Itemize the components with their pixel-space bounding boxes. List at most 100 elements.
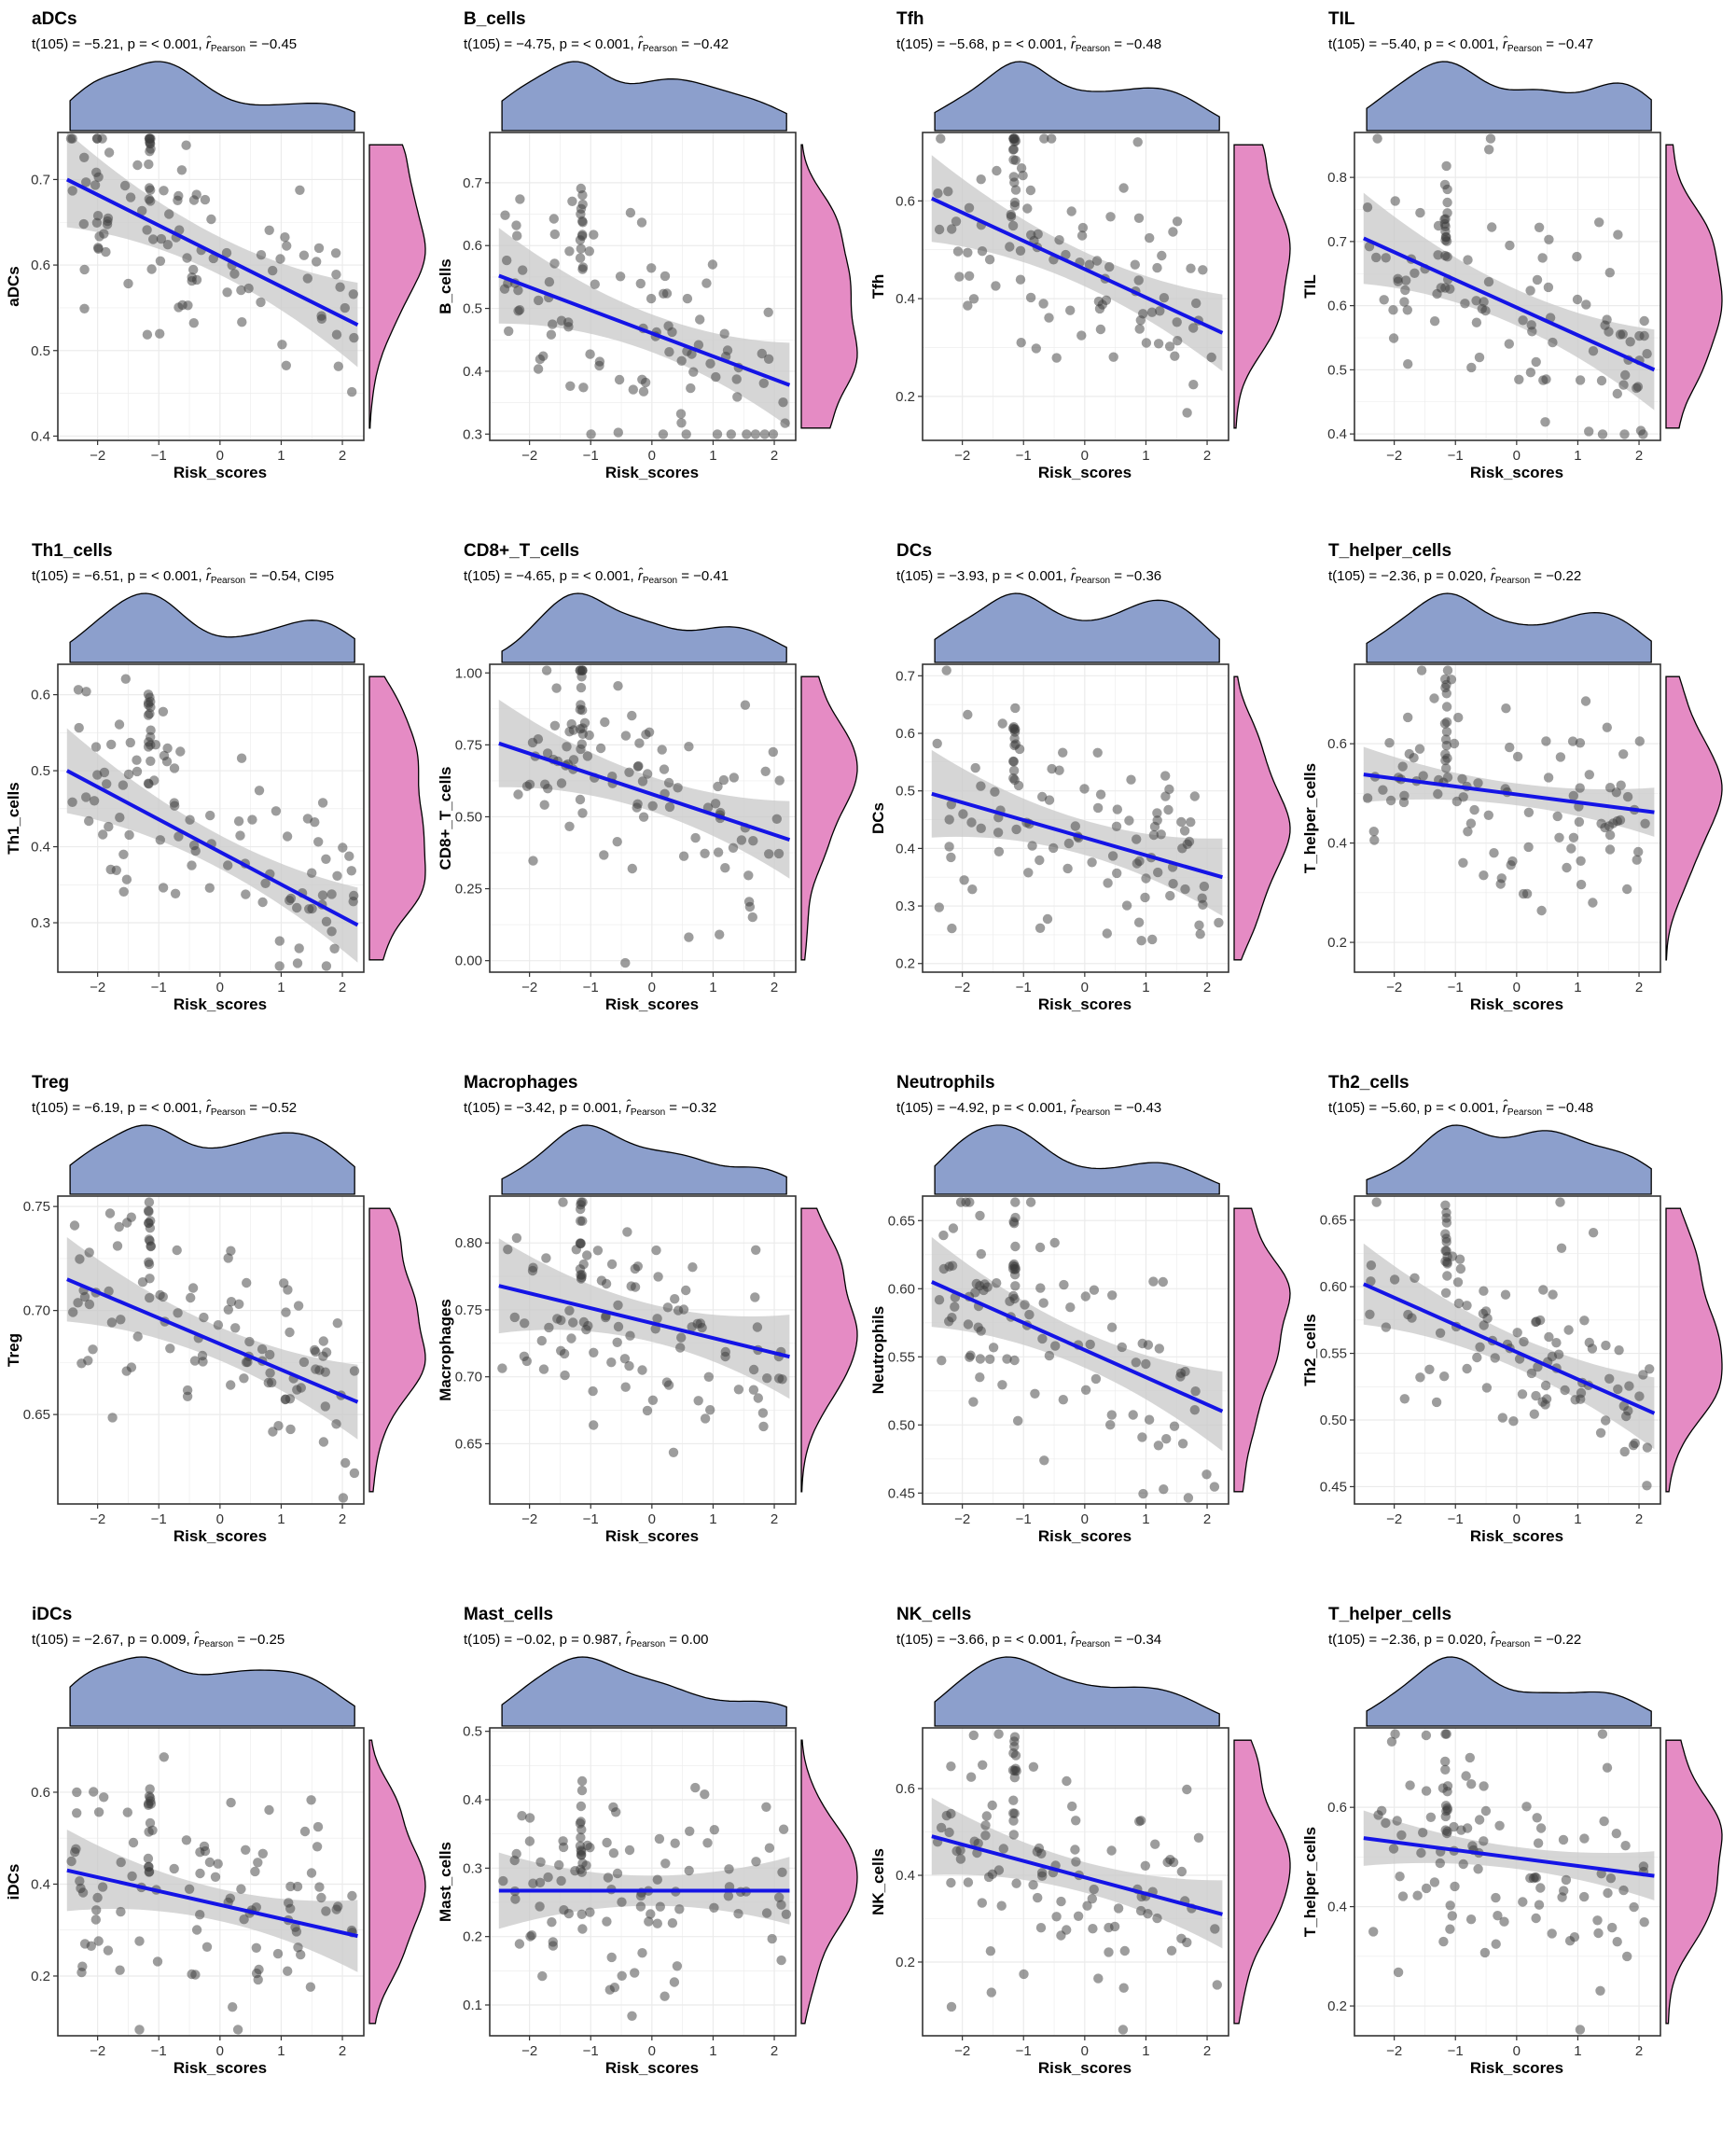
- top-density: [501, 1656, 787, 1727]
- data-point: [625, 1330, 635, 1341]
- data-point: [1126, 774, 1136, 785]
- y-tick-label: 0.6: [31, 1785, 50, 1801]
- data-point: [1458, 857, 1468, 868]
- data-point: [751, 1857, 761, 1867]
- data-point: [1168, 1857, 1179, 1868]
- top-density: [69, 1656, 355, 1727]
- data-point: [99, 1792, 109, 1803]
- data-point: [687, 1262, 698, 1273]
- data-point: [672, 1961, 683, 1971]
- data-point: [937, 1356, 947, 1366]
- data-point: [1006, 212, 1017, 222]
- stat-p: p = < 0.001,: [993, 1632, 1071, 1648]
- data-point: [690, 832, 701, 843]
- data-point: [275, 254, 285, 264]
- data-point: [199, 1312, 209, 1323]
- right-density: [800, 1207, 858, 1493]
- data-point: [83, 1356, 93, 1366]
- data-point: [221, 247, 232, 258]
- data-point: [1441, 1729, 1451, 1739]
- x-tick-label: 2: [1635, 448, 1643, 464]
- data-point: [317, 890, 328, 900]
- data-point: [115, 813, 125, 823]
- data-point: [990, 787, 1000, 797]
- stat-r-label: r̂: [626, 1631, 632, 1648]
- data-point: [980, 1831, 991, 1841]
- data-point: [1399, 1394, 1410, 1404]
- data-point: [731, 374, 742, 384]
- data-point: [568, 755, 579, 765]
- data-point: [1580, 696, 1591, 706]
- data-point: [1536, 905, 1547, 916]
- data-point: [976, 781, 986, 791]
- data-point: [998, 1844, 1009, 1854]
- y-tick-label: 0.75: [455, 737, 482, 753]
- data-point: [1145, 232, 1155, 244]
- data-point: [132, 160, 143, 171]
- data-point: [223, 860, 233, 870]
- data-point: [1612, 388, 1623, 399]
- top-density: [69, 1124, 355, 1195]
- data-point: [281, 360, 291, 370]
- data-point: [1544, 234, 1554, 244]
- data-point: [114, 719, 125, 730]
- data-point: [705, 1405, 715, 1415]
- data-point: [1008, 765, 1020, 776]
- data-point: [1168, 879, 1178, 889]
- regression-line: [65, 177, 359, 327]
- data-point: [1388, 305, 1398, 315]
- data-point: [118, 849, 129, 859]
- data-point: [314, 1882, 325, 1892]
- data-point: [1604, 829, 1616, 841]
- data-point: [654, 1833, 665, 1845]
- right-density: [800, 144, 858, 429]
- data-point: [1209, 1482, 1220, 1492]
- data-point: [1065, 305, 1076, 315]
- data-point: [497, 1363, 507, 1373]
- data-point: [293, 1301, 304, 1311]
- confidence-band: [66, 1237, 358, 1440]
- data-point: [230, 1323, 241, 1333]
- data-point: [560, 1370, 570, 1381]
- stat-r-val: = −0.52: [245, 1100, 297, 1116]
- data-point: [292, 902, 302, 913]
- data-point: [1540, 1380, 1551, 1391]
- data-point: [173, 1308, 183, 1318]
- stat-r-val: = −0.22: [1530, 568, 1581, 584]
- data-point: [577, 808, 588, 818]
- data-point: [1560, 1385, 1570, 1396]
- data-point: [642, 1405, 653, 1416]
- data-point: [115, 1965, 125, 1975]
- data-point: [1594, 217, 1604, 228]
- data-point: [1176, 1866, 1187, 1877]
- data-point: [976, 823, 986, 833]
- data-point: [236, 753, 247, 763]
- data-point: [293, 1942, 303, 1953]
- data-point: [1518, 315, 1528, 326]
- data-point: [997, 718, 1007, 729]
- data-point: [951, 216, 962, 227]
- data-point: [1153, 867, 1163, 878]
- data-point: [702, 1838, 713, 1848]
- data-point: [1473, 1864, 1483, 1874]
- data-point: [306, 1795, 316, 1805]
- data-point: [241, 1845, 251, 1856]
- stat-p: p = < 0.001,: [993, 36, 1071, 52]
- data-point: [1368, 827, 1380, 837]
- data-point: [1035, 1283, 1046, 1293]
- data-point: [987, 1800, 997, 1811]
- data-point: [1025, 1197, 1036, 1207]
- data-point: [1613, 1384, 1623, 1395]
- data-point: [73, 685, 84, 695]
- data-point: [93, 1807, 104, 1817]
- data-point: [1025, 292, 1036, 303]
- data-point: [291, 1927, 302, 1937]
- data-point: [1531, 356, 1541, 368]
- data-point: [1477, 303, 1488, 314]
- data-point: [1089, 1285, 1100, 1295]
- data-point: [1397, 761, 1408, 772]
- data-point: [1537, 253, 1548, 263]
- data-point: [1156, 829, 1166, 840]
- data-point: [1418, 771, 1428, 781]
